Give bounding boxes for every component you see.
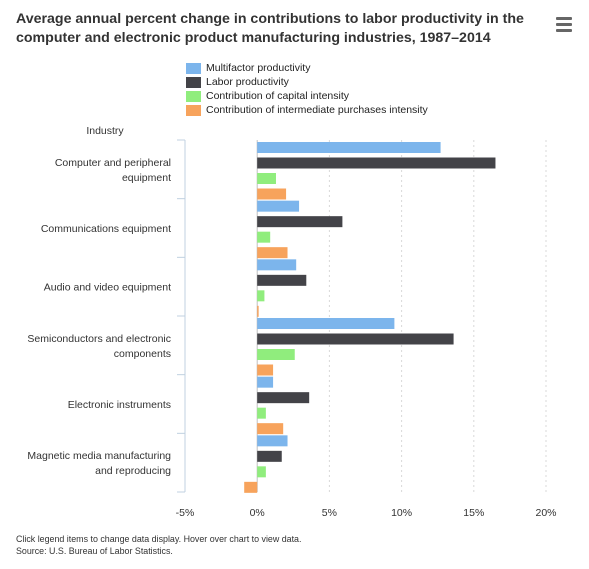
category-label: components bbox=[114, 348, 171, 360]
legend-label: Contribution of capital intensity bbox=[206, 90, 349, 102]
legend-swatch bbox=[186, 76, 201, 88]
bar bbox=[257, 231, 271, 243]
x-tick-label: 20% bbox=[535, 507, 556, 519]
bar bbox=[257, 142, 441, 153]
category-label: Computer and peripheral bbox=[55, 157, 171, 169]
legend-item-capital[interactable]: Contribution of capital intensity bbox=[186, 89, 428, 103]
bar bbox=[257, 376, 274, 388]
category-label: Communications equipment bbox=[41, 223, 171, 235]
bar bbox=[257, 259, 297, 271]
bar bbox=[257, 247, 288, 259]
bar bbox=[257, 216, 343, 228]
bar bbox=[257, 364, 274, 376]
category-label: equipment bbox=[122, 172, 171, 184]
legend-swatch bbox=[186, 62, 201, 74]
bar bbox=[257, 349, 295, 360]
category-label: Electronic instruments bbox=[68, 399, 171, 411]
hamburger-menu-icon[interactable] bbox=[554, 15, 574, 33]
legend: Multifactor productivity Labor productiv… bbox=[186, 61, 428, 117]
legend-item-multifactor[interactable]: Multifactor productivity bbox=[186, 61, 428, 75]
bar bbox=[257, 407, 266, 419]
legend-label: Multifactor productivity bbox=[206, 62, 311, 74]
bar bbox=[244, 481, 258, 493]
bar bbox=[257, 200, 300, 212]
bar-chart[interactable]: Industry Computer and peripheral equipment… bbox=[0, 0, 589, 530]
category-label: Magnetic media manufacturing bbox=[27, 450, 171, 462]
category-label: Audio and video equipment bbox=[44, 282, 171, 294]
bar bbox=[257, 333, 454, 345]
legend-swatch bbox=[186, 104, 201, 116]
bar bbox=[257, 157, 496, 169]
bar bbox=[257, 466, 266, 478]
legend-label: Contribution of intermediate purchases i… bbox=[206, 104, 428, 116]
y-axis-title: Industry bbox=[86, 125, 124, 137]
footer: Click legend items to change data displa… bbox=[16, 534, 301, 557]
legend-label: Labor productivity bbox=[206, 76, 289, 88]
bar bbox=[257, 290, 265, 302]
bar bbox=[257, 318, 395, 329]
x-tick-label: 5% bbox=[322, 507, 337, 519]
bar bbox=[257, 423, 284, 435]
x-tick-label: -5% bbox=[176, 507, 195, 519]
x-tick-label: 15% bbox=[463, 507, 484, 519]
legend-item-labor[interactable]: Labor productivity bbox=[186, 75, 428, 89]
footer-note: Click legend items to change data displa… bbox=[16, 534, 302, 544]
bar bbox=[257, 435, 288, 447]
category-label: Semiconductors and electronic bbox=[27, 333, 171, 345]
footer-source: Source: U.S. Bureau of Labor Statistics. bbox=[16, 545, 173, 556]
bar bbox=[257, 274, 307, 286]
bar bbox=[257, 392, 310, 404]
category-label: and reproducing bbox=[95, 465, 171, 477]
bar bbox=[257, 188, 287, 200]
chart-title: Average annual percent change in contrib… bbox=[16, 11, 524, 46]
bar bbox=[257, 450, 282, 462]
bar bbox=[257, 173, 276, 184]
legend-swatch bbox=[186, 90, 201, 102]
x-tick-label: 10% bbox=[391, 507, 412, 519]
bar bbox=[257, 305, 259, 317]
legend-item-intermediate[interactable]: Contribution of intermediate purchases i… bbox=[186, 103, 428, 117]
x-tick-label: 0% bbox=[250, 507, 265, 519]
